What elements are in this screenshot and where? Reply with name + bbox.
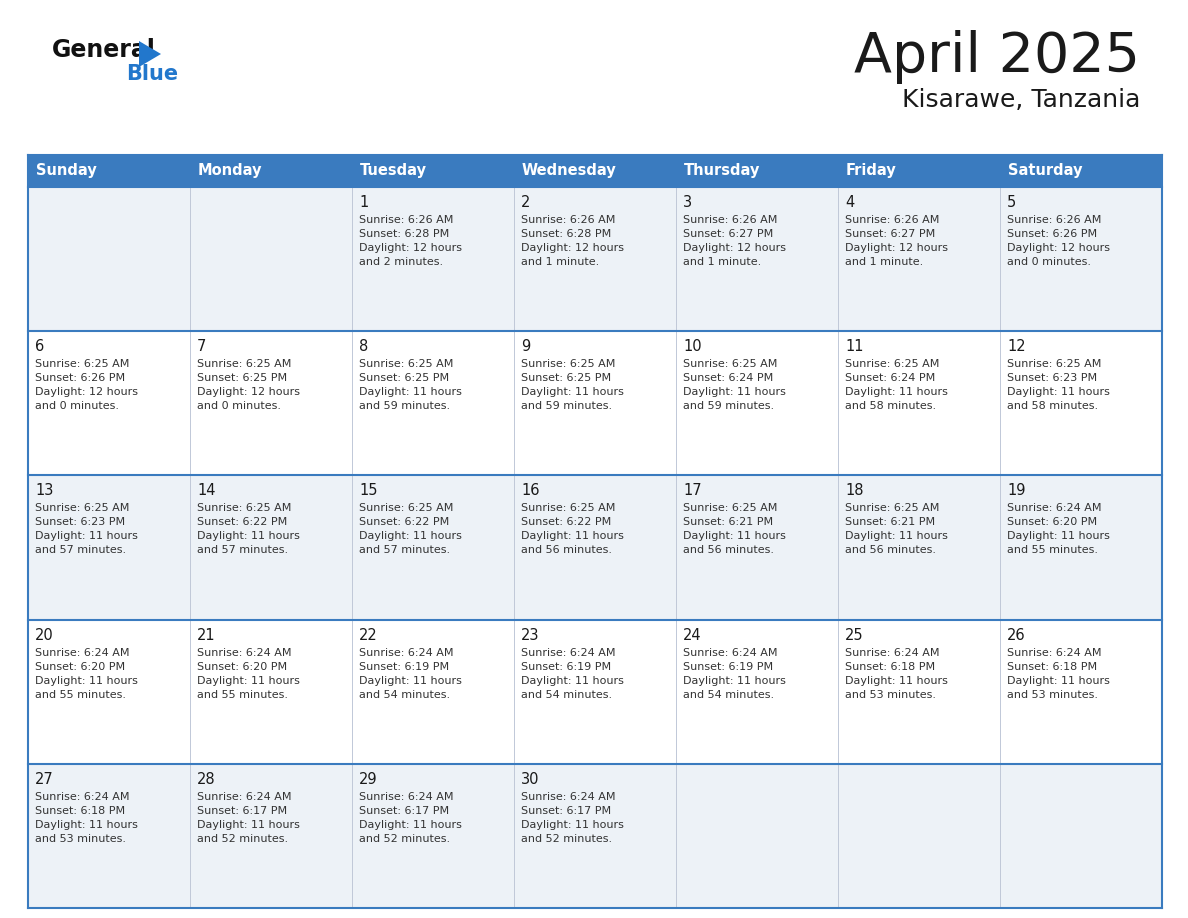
Text: Sunrise: 6:25 AM
Sunset: 6:22 PM
Daylight: 11 hours
and 57 minutes.: Sunrise: 6:25 AM Sunset: 6:22 PM Dayligh… bbox=[197, 503, 299, 555]
Text: Tuesday: Tuesday bbox=[360, 163, 426, 178]
Text: April 2025: April 2025 bbox=[854, 30, 1140, 84]
Text: 29: 29 bbox=[359, 772, 378, 787]
Text: 16: 16 bbox=[522, 484, 539, 498]
Text: 15: 15 bbox=[359, 484, 378, 498]
Text: Sunrise: 6:25 AM
Sunset: 6:23 PM
Daylight: 11 hours
and 58 minutes.: Sunrise: 6:25 AM Sunset: 6:23 PM Dayligh… bbox=[1007, 359, 1110, 411]
Text: 20: 20 bbox=[34, 628, 53, 643]
Text: Sunrise: 6:25 AM
Sunset: 6:26 PM
Daylight: 12 hours
and 0 minutes.: Sunrise: 6:25 AM Sunset: 6:26 PM Dayligh… bbox=[34, 359, 138, 411]
Text: Sunrise: 6:24 AM
Sunset: 6:19 PM
Daylight: 11 hours
and 54 minutes.: Sunrise: 6:24 AM Sunset: 6:19 PM Dayligh… bbox=[683, 647, 786, 700]
Text: 24: 24 bbox=[683, 628, 702, 643]
Text: Sunrise: 6:25 AM
Sunset: 6:23 PM
Daylight: 11 hours
and 57 minutes.: Sunrise: 6:25 AM Sunset: 6:23 PM Dayligh… bbox=[34, 503, 138, 555]
Text: Sunrise: 6:24 AM
Sunset: 6:20 PM
Daylight: 11 hours
and 55 minutes.: Sunrise: 6:24 AM Sunset: 6:20 PM Dayligh… bbox=[1007, 503, 1110, 555]
Text: Monday: Monday bbox=[198, 163, 263, 178]
Text: 12: 12 bbox=[1007, 339, 1025, 354]
Text: Saturday: Saturday bbox=[1007, 163, 1082, 178]
Text: Sunrise: 6:24 AM
Sunset: 6:17 PM
Daylight: 11 hours
and 52 minutes.: Sunrise: 6:24 AM Sunset: 6:17 PM Dayligh… bbox=[522, 792, 624, 844]
Text: Sunrise: 6:25 AM
Sunset: 6:24 PM
Daylight: 11 hours
and 59 minutes.: Sunrise: 6:25 AM Sunset: 6:24 PM Dayligh… bbox=[683, 359, 786, 411]
Text: Sunrise: 6:24 AM
Sunset: 6:17 PM
Daylight: 11 hours
and 52 minutes.: Sunrise: 6:24 AM Sunset: 6:17 PM Dayligh… bbox=[197, 792, 299, 844]
Text: Sunrise: 6:26 AM
Sunset: 6:27 PM
Daylight: 12 hours
and 1 minute.: Sunrise: 6:26 AM Sunset: 6:27 PM Dayligh… bbox=[845, 215, 948, 267]
Text: 2: 2 bbox=[522, 195, 530, 210]
Bar bbox=[29, 155, 1162, 187]
Text: 26: 26 bbox=[1007, 628, 1025, 643]
Text: Sunrise: 6:24 AM
Sunset: 6:17 PM
Daylight: 11 hours
and 52 minutes.: Sunrise: 6:24 AM Sunset: 6:17 PM Dayligh… bbox=[359, 792, 462, 844]
Text: 23: 23 bbox=[522, 628, 539, 643]
Text: 30: 30 bbox=[522, 772, 539, 787]
Text: Sunrise: 6:24 AM
Sunset: 6:19 PM
Daylight: 11 hours
and 54 minutes.: Sunrise: 6:24 AM Sunset: 6:19 PM Dayligh… bbox=[359, 647, 462, 700]
Text: Sunrise: 6:24 AM
Sunset: 6:18 PM
Daylight: 11 hours
and 53 minutes.: Sunrise: 6:24 AM Sunset: 6:18 PM Dayligh… bbox=[34, 792, 138, 844]
Text: 18: 18 bbox=[845, 484, 864, 498]
Text: Sunrise: 6:24 AM
Sunset: 6:18 PM
Daylight: 11 hours
and 53 minutes.: Sunrise: 6:24 AM Sunset: 6:18 PM Dayligh… bbox=[845, 647, 948, 700]
Text: 3: 3 bbox=[683, 195, 693, 210]
Bar bbox=[29, 764, 1162, 908]
Text: Friday: Friday bbox=[846, 163, 897, 178]
Text: 28: 28 bbox=[197, 772, 216, 787]
Text: 27: 27 bbox=[34, 772, 53, 787]
Text: Sunrise: 6:25 AM
Sunset: 6:21 PM
Daylight: 11 hours
and 56 minutes.: Sunrise: 6:25 AM Sunset: 6:21 PM Dayligh… bbox=[845, 503, 948, 555]
Text: Sunrise: 6:25 AM
Sunset: 6:25 PM
Daylight: 12 hours
and 0 minutes.: Sunrise: 6:25 AM Sunset: 6:25 PM Dayligh… bbox=[197, 359, 301, 411]
Text: Sunrise: 6:24 AM
Sunset: 6:18 PM
Daylight: 11 hours
and 53 minutes.: Sunrise: 6:24 AM Sunset: 6:18 PM Dayligh… bbox=[1007, 647, 1110, 700]
Text: Sunrise: 6:24 AM
Sunset: 6:20 PM
Daylight: 11 hours
and 55 minutes.: Sunrise: 6:24 AM Sunset: 6:20 PM Dayligh… bbox=[197, 647, 299, 700]
Text: 19: 19 bbox=[1007, 484, 1025, 498]
Bar bbox=[29, 476, 1162, 620]
Text: Thursday: Thursday bbox=[684, 163, 760, 178]
Bar bbox=[29, 331, 1162, 476]
Text: 13: 13 bbox=[34, 484, 53, 498]
Text: 5: 5 bbox=[1007, 195, 1016, 210]
Bar bbox=[29, 620, 1162, 764]
Text: 1: 1 bbox=[359, 195, 368, 210]
Bar bbox=[29, 187, 1162, 331]
Text: 6: 6 bbox=[34, 339, 44, 354]
Text: 8: 8 bbox=[359, 339, 368, 354]
Text: Sunday: Sunday bbox=[36, 163, 96, 178]
Text: Sunrise: 6:26 AM
Sunset: 6:26 PM
Daylight: 12 hours
and 0 minutes.: Sunrise: 6:26 AM Sunset: 6:26 PM Dayligh… bbox=[1007, 215, 1110, 267]
Text: Kisarawe, Tanzania: Kisarawe, Tanzania bbox=[902, 88, 1140, 112]
Text: 25: 25 bbox=[845, 628, 864, 643]
Text: 9: 9 bbox=[522, 339, 530, 354]
Text: 21: 21 bbox=[197, 628, 216, 643]
Text: 11: 11 bbox=[845, 339, 864, 354]
Polygon shape bbox=[139, 41, 162, 67]
Text: Sunrise: 6:25 AM
Sunset: 6:25 PM
Daylight: 11 hours
and 59 minutes.: Sunrise: 6:25 AM Sunset: 6:25 PM Dayligh… bbox=[522, 359, 624, 411]
Text: 10: 10 bbox=[683, 339, 702, 354]
Text: 14: 14 bbox=[197, 484, 215, 498]
Text: 7: 7 bbox=[197, 339, 207, 354]
Text: Sunrise: 6:25 AM
Sunset: 6:21 PM
Daylight: 11 hours
and 56 minutes.: Sunrise: 6:25 AM Sunset: 6:21 PM Dayligh… bbox=[683, 503, 786, 555]
Text: Sunrise: 6:26 AM
Sunset: 6:28 PM
Daylight: 12 hours
and 2 minutes.: Sunrise: 6:26 AM Sunset: 6:28 PM Dayligh… bbox=[359, 215, 462, 267]
Text: Sunrise: 6:25 AM
Sunset: 6:25 PM
Daylight: 11 hours
and 59 minutes.: Sunrise: 6:25 AM Sunset: 6:25 PM Dayligh… bbox=[359, 359, 462, 411]
Text: 22: 22 bbox=[359, 628, 378, 643]
Text: Sunrise: 6:26 AM
Sunset: 6:27 PM
Daylight: 12 hours
and 1 minute.: Sunrise: 6:26 AM Sunset: 6:27 PM Dayligh… bbox=[683, 215, 786, 267]
Text: General: General bbox=[52, 38, 156, 62]
Text: Sunrise: 6:24 AM
Sunset: 6:20 PM
Daylight: 11 hours
and 55 minutes.: Sunrise: 6:24 AM Sunset: 6:20 PM Dayligh… bbox=[34, 647, 138, 700]
Text: Sunrise: 6:25 AM
Sunset: 6:22 PM
Daylight: 11 hours
and 57 minutes.: Sunrise: 6:25 AM Sunset: 6:22 PM Dayligh… bbox=[359, 503, 462, 555]
Text: Sunrise: 6:25 AM
Sunset: 6:22 PM
Daylight: 11 hours
and 56 minutes.: Sunrise: 6:25 AM Sunset: 6:22 PM Dayligh… bbox=[522, 503, 624, 555]
Text: Wednesday: Wednesday bbox=[522, 163, 617, 178]
Text: 4: 4 bbox=[845, 195, 854, 210]
Text: Sunrise: 6:26 AM
Sunset: 6:28 PM
Daylight: 12 hours
and 1 minute.: Sunrise: 6:26 AM Sunset: 6:28 PM Dayligh… bbox=[522, 215, 624, 267]
Text: Blue: Blue bbox=[126, 64, 178, 84]
Text: Sunrise: 6:24 AM
Sunset: 6:19 PM
Daylight: 11 hours
and 54 minutes.: Sunrise: 6:24 AM Sunset: 6:19 PM Dayligh… bbox=[522, 647, 624, 700]
Text: 17: 17 bbox=[683, 484, 702, 498]
Text: Sunrise: 6:25 AM
Sunset: 6:24 PM
Daylight: 11 hours
and 58 minutes.: Sunrise: 6:25 AM Sunset: 6:24 PM Dayligh… bbox=[845, 359, 948, 411]
